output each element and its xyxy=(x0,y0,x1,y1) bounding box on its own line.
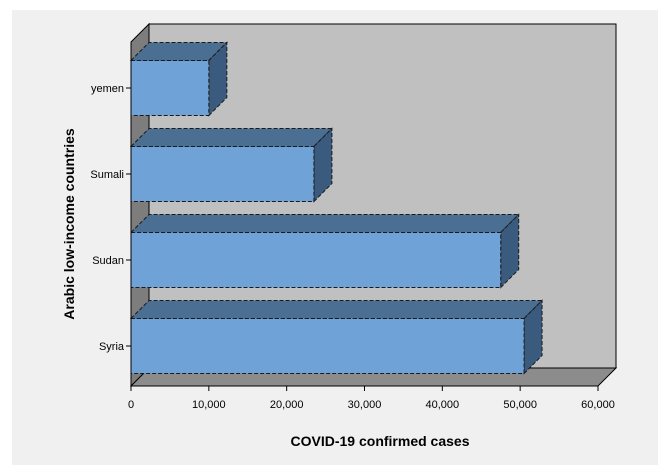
bar-side-face xyxy=(500,213,520,289)
bar-top-face xyxy=(129,127,334,147)
bar-front-face xyxy=(130,231,502,289)
y-tick-label: Syria xyxy=(99,341,125,353)
bar-top-face xyxy=(129,299,544,319)
x-axis-title: COVID-19 confirmed cases xyxy=(291,433,470,449)
bars-group xyxy=(129,41,544,375)
x-tick-label: 50,000 xyxy=(503,399,537,411)
bar-top-face xyxy=(129,213,520,233)
y-tick-label: Sudan xyxy=(92,255,124,267)
y-tick-label: yemen xyxy=(91,83,124,95)
bar-front-face xyxy=(130,145,315,203)
y-axis-title: Arabic low-income countries xyxy=(61,128,77,320)
y-tick-label: Sumali xyxy=(90,169,124,181)
bar-sudan xyxy=(129,213,520,289)
bar-syria xyxy=(129,299,544,375)
x-tick-label: 0 xyxy=(128,399,134,411)
x-tick-label: 30,000 xyxy=(348,399,382,411)
bar-front-face xyxy=(130,317,525,375)
x-tick-label: 20,000 xyxy=(270,399,304,411)
x-tick-label: 10,000 xyxy=(192,399,226,411)
x-tick-label: 60,000 xyxy=(581,399,615,411)
x-tick-label: 40,000 xyxy=(426,399,460,411)
bar-sumali xyxy=(129,127,334,203)
y-axis: yemen Sumali Sudan Syria xyxy=(90,42,132,386)
bar-side-face xyxy=(208,41,228,117)
bar-front-face xyxy=(130,59,210,117)
bar-side-face xyxy=(523,299,543,375)
x-axis: 0 10,000 20,000 30,000 40,000 50,000 60,000 xyxy=(128,385,615,411)
bar-side-face xyxy=(313,127,333,203)
bar-yemen xyxy=(129,41,229,117)
